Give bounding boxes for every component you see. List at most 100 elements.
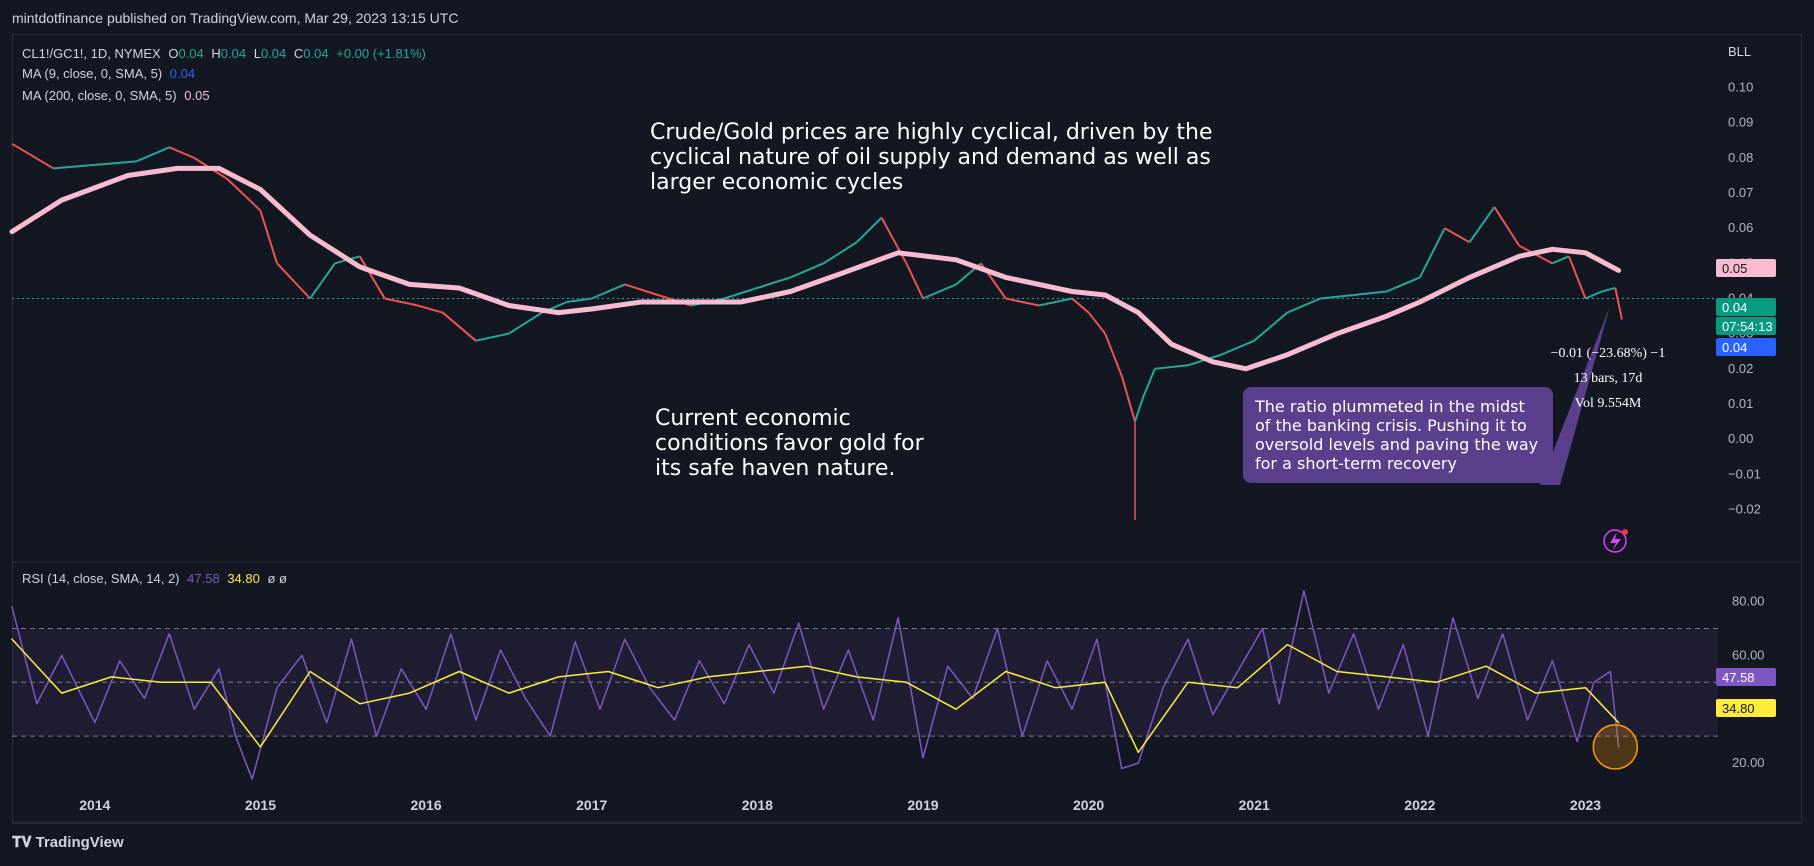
price-segment — [11, 142, 54, 170]
price-segment — [757, 276, 791, 289]
last-price-tag: 0.04 — [1722, 300, 1747, 315]
y-tick-label-8: 0.02 — [1728, 361, 1753, 376]
price-segment — [417, 304, 443, 314]
low-label: L — [253, 46, 261, 61]
price-segment — [259, 210, 278, 264]
measure-bars: 13 bars, 17d — [1573, 371, 1643, 386]
price-segment — [441, 311, 477, 342]
price-segment — [1568, 255, 1587, 299]
price-segment — [723, 287, 758, 300]
brand-label: TradingView — [35, 834, 124, 851]
ma200-value: 0.05 — [184, 88, 210, 103]
ma200-label: MA (200, close, 0, SMA, 5) — [22, 88, 177, 103]
price-segment — [1585, 290, 1603, 300]
x-tick-label-7: 2021 — [1239, 797, 1270, 813]
y-tick-label-0: 0.10 — [1728, 80, 1753, 95]
y-tick-label-2: 0.08 — [1728, 150, 1753, 165]
rsi-ma-line — [11, 638, 1620, 754]
price-segment — [1286, 297, 1321, 314]
ma9-price-tag: 0.04 — [1722, 340, 1747, 355]
published-line: mintdotfinance published on TradingView.… — [12, 10, 459, 26]
notification-dot-icon — [1622, 529, 1628, 535]
price-segment — [53, 163, 95, 170]
symbol-legend: CL1!/GC1!, 1D, NYMEX O0.04 H0.04 L0.04 C… — [22, 46, 430, 61]
y-tick-label-3: 0.07 — [1728, 185, 1753, 200]
y-tick-label-12: −0.02 — [1728, 501, 1761, 516]
callout-banking-crisis[interactable]: The ratio plummeted in the midst of the … — [1243, 387, 1553, 483]
price-segment — [1444, 227, 1471, 244]
high-label: H — [211, 46, 221, 61]
price-segment — [1601, 286, 1616, 293]
change-value: +0.00 (+1.81%) — [336, 46, 426, 61]
price-segment — [226, 178, 262, 212]
price-segment — [309, 262, 336, 300]
price-segment — [1353, 290, 1387, 296]
price-segment — [94, 160, 137, 166]
price-segment — [1386, 276, 1421, 293]
price-segment — [856, 216, 883, 243]
price-segment — [1418, 227, 1446, 278]
x-tick-label-5: 2019 — [907, 797, 938, 813]
symbol-label: CL1!/GC1!, 1D, NYMEX — [22, 46, 161, 61]
price-segment — [1120, 375, 1136, 422]
price-segment — [1253, 311, 1289, 342]
ma9-label: MA (9, close, 0, SMA, 5) — [22, 66, 163, 81]
alert-icon — [1603, 529, 1627, 553]
rsi-tick-label-0: 80.00 — [1732, 594, 1765, 609]
price-segment — [1551, 255, 1570, 265]
rsi-ma-value-tag-bg — [1716, 699, 1776, 717]
x-tick-label-9: 2023 — [1570, 797, 1601, 813]
y-tick-label-4: 0.06 — [1728, 220, 1753, 235]
price-segment — [358, 255, 386, 300]
rsi-value-tag: 47.58 — [1722, 670, 1755, 685]
close-value: 0.04 — [303, 46, 329, 61]
price-segment — [276, 262, 311, 300]
measure-volume: Vol 9.554M — [1574, 396, 1642, 411]
price-segment — [1154, 364, 1189, 370]
price-segment — [475, 332, 510, 342]
rsi-extra: ø ø — [267, 571, 287, 586]
x-tick-label-2: 2016 — [410, 797, 441, 813]
price-segment — [508, 311, 543, 335]
open-value: 0.04 — [178, 46, 204, 61]
lightning-icon — [1610, 532, 1621, 551]
ma200-line — [9, 165, 1622, 372]
ma200-legend: MA (200, close, 0, SMA, 5) 0.05 — [22, 88, 214, 103]
x-tick-label-6: 2020 — [1073, 797, 1104, 813]
price-segment — [1614, 287, 1623, 320]
rsi-line — [11, 590, 1620, 780]
rsi-label: RSI (14, close, SMA, 14, 2) — [22, 571, 180, 586]
ma200-price-tag: 0.05 — [1722, 261, 1747, 276]
x-tick-label-4: 2018 — [742, 797, 773, 813]
close-label: C — [293, 46, 304, 61]
price-segment — [922, 283, 957, 300]
price-segment — [591, 283, 626, 300]
last-price-tag-bg — [1716, 298, 1776, 316]
rsi-value-tag-bg — [1716, 668, 1776, 686]
y-axis-unit: BLL — [1728, 44, 1751, 59]
open-label: O — [168, 46, 179, 61]
price-segment — [1142, 368, 1156, 398]
tradingview-brand[interactable]: 𝐓𝐕 TradingView — [12, 834, 124, 851]
note-cyclical[interactable]: Crude/Gold prices are highly cyclical, d… — [650, 120, 1213, 195]
price-segment — [384, 297, 419, 307]
price-segment — [566, 297, 592, 304]
rsi-ma-value-tag: 34.80 — [1722, 701, 1755, 716]
rsi-tick-label-1: 60.00 — [1732, 647, 1765, 662]
price-segment — [1320, 293, 1354, 300]
price-segment — [790, 262, 824, 279]
price-segment — [1134, 396, 1145, 422]
rsi-tick-label-3: 20.00 — [1732, 755, 1765, 770]
price-segment — [135, 146, 170, 163]
note-safe-haven[interactable]: Current economic conditions favor gold f… — [655, 406, 924, 481]
price-segment — [823, 241, 858, 265]
x-tick-label-3: 2017 — [576, 797, 607, 813]
price-segment — [1087, 311, 1106, 335]
ma9-value: 0.04 — [169, 66, 196, 81]
oversold-highlight-circle — [1592, 724, 1639, 770]
ma9-legend: MA (9, close, 0, SMA, 5) 0.04 — [22, 66, 199, 81]
price-segment — [1468, 206, 1496, 243]
rsi-value: 47.58 — [187, 571, 220, 586]
price-segment — [1220, 339, 1255, 356]
